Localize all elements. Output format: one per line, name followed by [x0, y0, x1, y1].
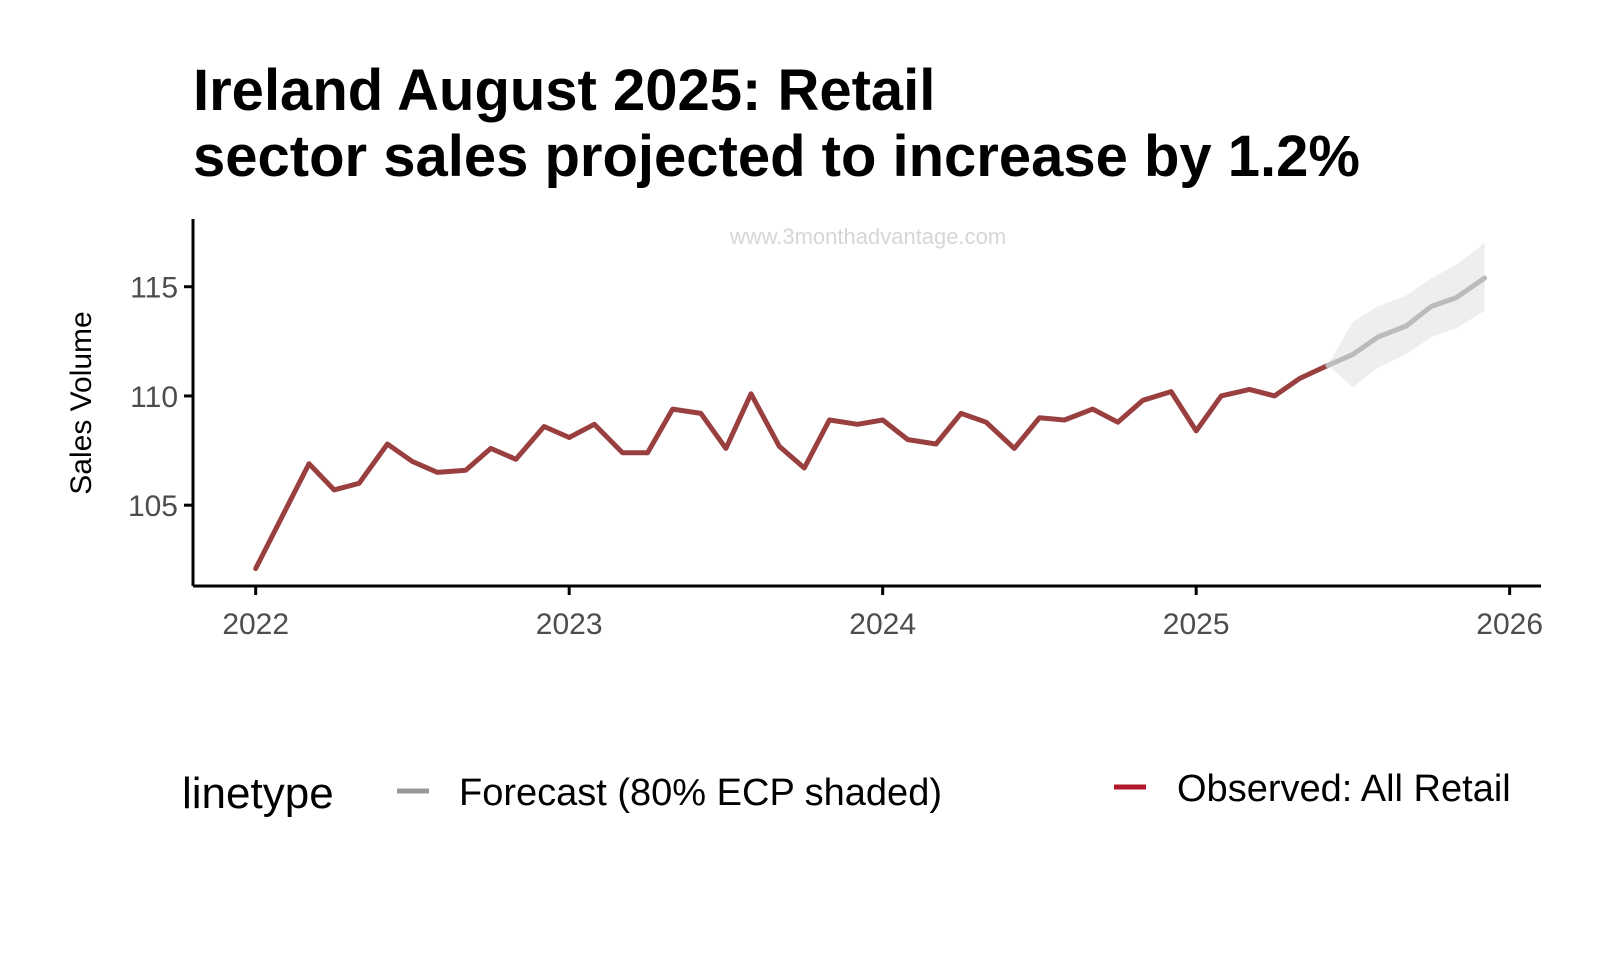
observed-point-7 — [463, 468, 468, 473]
observed-point-5 — [410, 459, 415, 464]
legend-label-forecast: Forecast (80% ECP shaded) — [459, 772, 942, 814]
chart-title: Ireland August 2025: Retail sector sales… — [193, 58, 1573, 190]
observed-point-2 — [332, 487, 337, 492]
watermark-text: www.3monthadvantage.com — [729, 224, 1006, 249]
observed-point-19 — [777, 444, 782, 449]
observed-point-31 — [1090, 407, 1095, 412]
forecast-line — [1325, 275, 1488, 368]
observed-point-3 — [357, 481, 362, 486]
forecast-point-4 — [1429, 304, 1434, 309]
observed-point-15 — [670, 407, 675, 412]
plot-area: www.3monthadvantage.com — [253, 224, 1488, 571]
observed-point-18 — [749, 391, 754, 396]
observed-point-23 — [880, 417, 885, 422]
observed-point-9 — [513, 457, 518, 462]
observed-point-21 — [827, 417, 832, 422]
observed-point-36 — [1219, 393, 1224, 398]
observed-point-28 — [1012, 446, 1017, 451]
observed-point-11 — [567, 435, 572, 440]
forecast-point-1 — [1350, 352, 1355, 357]
observed-point-20 — [802, 466, 807, 471]
y-tick-label-115: 115 — [130, 272, 178, 305]
x-tick-label-2022: 2022 — [222, 608, 289, 641]
y-axis-ticks: 105 110 115 — [128, 272, 193, 523]
observed-point-29 — [1037, 415, 1042, 420]
observed-point-37 — [1247, 387, 1252, 392]
observed-point-8 — [488, 446, 493, 451]
x-tick-label-2024: 2024 — [849, 608, 916, 641]
y-tick-label-105: 105 — [128, 490, 178, 523]
observed-point-33 — [1140, 398, 1145, 403]
legend-label-observed: Observed: All Retail — [1177, 768, 1511, 810]
observed-point-6 — [435, 470, 440, 475]
forecast-point-2 — [1375, 334, 1380, 339]
observed-point-25 — [933, 442, 938, 447]
observed-point-38 — [1272, 393, 1277, 398]
legend-title: linetype — [182, 769, 334, 818]
forecast-point-3 — [1404, 324, 1409, 329]
y-tick-label-110: 110 — [130, 381, 178, 414]
observed-point-0 — [253, 566, 258, 571]
observed-point-12 — [592, 422, 597, 427]
observed-point-39 — [1297, 376, 1302, 381]
chart-title-line-1: Ireland August 2025: Retail — [193, 58, 936, 123]
x-tick-label-2025: 2025 — [1163, 608, 1230, 641]
observed-point-16 — [698, 411, 703, 416]
observed-point-22 — [855, 422, 860, 427]
chart-title-line-2: sector sales projected to increase by 1.… — [193, 124, 1360, 189]
observed-point-14 — [645, 450, 650, 455]
observed-point-4 — [385, 442, 390, 447]
forecast-point-0 — [1325, 363, 1330, 368]
observed-point-26 — [959, 411, 964, 416]
x-tick-label-2026: 2026 — [1476, 608, 1543, 641]
observed-point-32 — [1115, 420, 1120, 425]
y-axis-title: Sales Volume — [65, 311, 98, 494]
legend: linetype Forecast (80% ECP shaded) Obser… — [182, 768, 1511, 818]
observed-point-27 — [984, 420, 989, 425]
forecast-ribbon — [1327, 243, 1485, 388]
observed-point-17 — [723, 446, 728, 451]
x-axis-ticks: 2022 2023 2024 2025 2026 — [222, 586, 1543, 641]
observed-point-34 — [1169, 389, 1174, 394]
observed-line — [253, 362, 1331, 571]
observed-point-13 — [620, 450, 625, 455]
observed-point-1 — [306, 461, 311, 466]
forecast-point-5 — [1454, 295, 1459, 300]
observed-point-30 — [1062, 417, 1067, 422]
observed-point-35 — [1194, 428, 1199, 433]
observed-point-24 — [905, 437, 910, 442]
forecast-point-6 — [1482, 275, 1487, 280]
observed-point-10 — [542, 424, 547, 429]
x-tick-label-2023: 2023 — [536, 608, 603, 641]
